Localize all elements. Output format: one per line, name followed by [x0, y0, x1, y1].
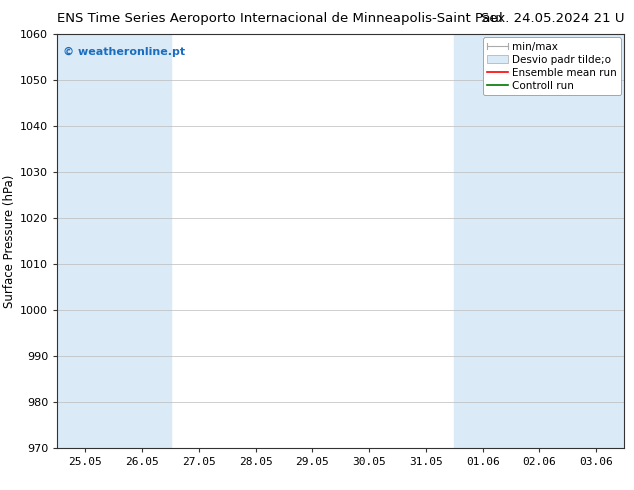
Bar: [511, 34, 568, 448]
Bar: [568, 34, 624, 448]
Bar: [114, 34, 171, 448]
Text: ENS Time Series Aeroporto Internacional de Minneapolis-Saint Paul: ENS Time Series Aeroporto Internacional …: [57, 12, 503, 25]
Legend: min/max, Desvio padr tilde;o, Ensemble mean run, Controll run: min/max, Desvio padr tilde;o, Ensemble m…: [483, 37, 621, 95]
Y-axis label: Surface Pressure (hPa): Surface Pressure (hPa): [3, 174, 16, 308]
Bar: [455, 34, 511, 448]
Text: Sex. 24.05.2024 21 U: Sex. 24.05.2024 21 U: [481, 12, 624, 25]
Text: © weatheronline.pt: © weatheronline.pt: [63, 47, 185, 57]
Bar: [57, 34, 114, 448]
